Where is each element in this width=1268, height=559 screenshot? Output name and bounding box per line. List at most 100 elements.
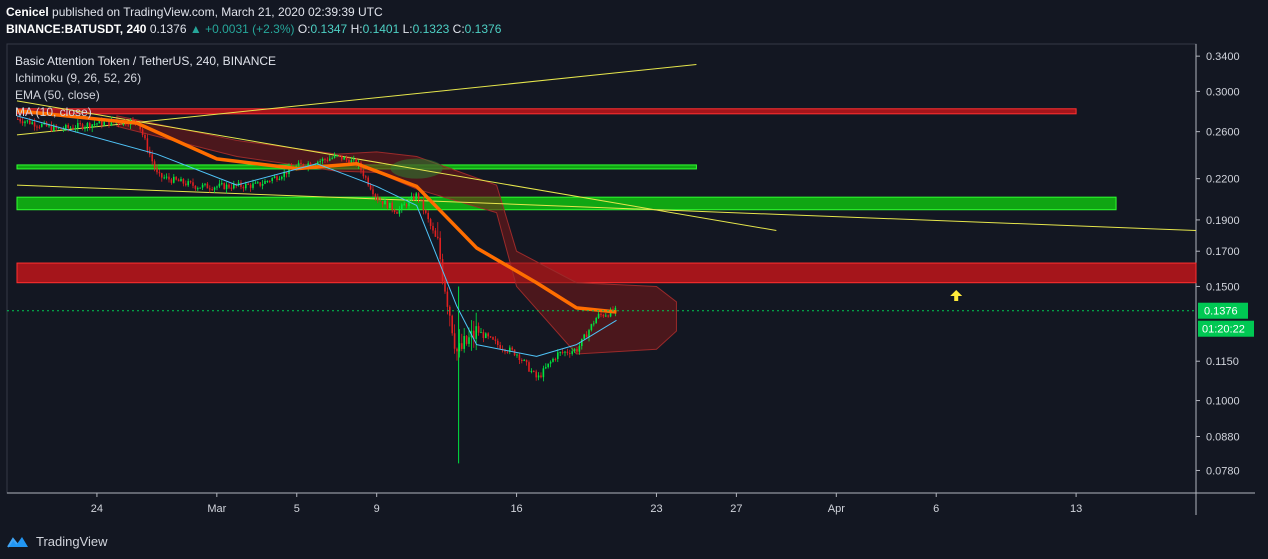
- candle-up: [40, 124, 43, 127]
- countdown-text: 01:20:22: [1202, 324, 1245, 336]
- candle-up: [537, 375, 540, 378]
- candle-down: [194, 185, 197, 189]
- y-tick-label: 0.0780: [1206, 465, 1240, 477]
- candle-up: [388, 202, 391, 209]
- candle-down: [192, 182, 194, 186]
- candle-up: [314, 164, 317, 166]
- published-text: published on TradingView.com, March 21, …: [52, 5, 383, 19]
- candle-up: [588, 330, 590, 338]
- symbol-name[interactable]: BINANCE:BATUSDT, 240: [6, 22, 147, 36]
- candle-down: [412, 196, 415, 200]
- candle-down: [369, 185, 372, 190]
- y-tick-label: 0.2600: [1206, 127, 1240, 139]
- candle-down: [141, 129, 144, 135]
- candle-down: [189, 181, 192, 183]
- candle-up: [252, 183, 254, 188]
- author-name[interactable]: Cenicel: [6, 5, 49, 19]
- candle-down: [158, 172, 161, 174]
- candle-down: [429, 219, 432, 226]
- candle-down: [602, 314, 605, 317]
- tradingview-footer[interactable]: TradingView: [6, 534, 108, 549]
- candle-down: [151, 154, 153, 162]
- legend-ema[interactable]: EMA (50, close): [15, 88, 100, 102]
- candle-down: [230, 187, 233, 189]
- candle-down: [16, 118, 19, 120]
- last-price: 0.1376: [149, 22, 187, 36]
- candle-up: [180, 178, 182, 182]
- low-value: 0.1323: [412, 22, 450, 36]
- candle-up: [549, 361, 552, 364]
- candle-up: [216, 186, 218, 188]
- candle-down: [393, 209, 396, 213]
- candle-down: [208, 188, 211, 190]
- candle-up: [283, 171, 285, 177]
- candle-up: [93, 123, 96, 125]
- candle-up: [408, 199, 410, 207]
- indicator-legend: Basic Attention Token / TetherUS, 240, B…: [15, 53, 276, 121]
- candle-down: [88, 123, 91, 128]
- x-tick-label: 23: [650, 503, 662, 515]
- candle-up: [297, 162, 300, 166]
- candle-down: [38, 126, 41, 128]
- chart-title: Basic Attention Token / TetherUS, 240, B…: [15, 54, 277, 68]
- candle-up: [31, 122, 33, 124]
- candle-down: [362, 170, 365, 177]
- candle-down: [285, 171, 288, 174]
- candle-down: [50, 125, 53, 131]
- candle-down: [139, 124, 141, 130]
- candle-down: [494, 339, 497, 341]
- candle-down: [302, 164, 305, 167]
- candle-up: [571, 351, 573, 354]
- candle-down: [576, 349, 578, 352]
- candle-up: [103, 121, 105, 126]
- candle-down: [72, 127, 74, 129]
- candle-down: [511, 347, 513, 350]
- x-tick-label: 9: [374, 503, 380, 515]
- y-tick-label: 0.3000: [1206, 86, 1240, 98]
- symbol-header: BINANCE:BATUSDT, 240 0.1376 ▲ +0.0031 (+…: [6, 22, 501, 36]
- close-label: C:: [452, 22, 465, 36]
- candle-down: [472, 330, 475, 339]
- legend-ichimoku[interactable]: Ichimoku (9, 26, 52, 26): [15, 71, 142, 85]
- legend-ma[interactable]: MA (10, close): [15, 105, 92, 119]
- candle-down: [240, 182, 242, 187]
- candle-up: [573, 349, 576, 352]
- candle-down: [372, 189, 374, 195]
- y-tick-label: 0.1150: [1206, 356, 1239, 368]
- candle-up: [76, 123, 79, 129]
- candle-up: [321, 158, 324, 161]
- candle-down: [160, 173, 163, 178]
- candle-up: [266, 180, 269, 182]
- publish-header: Cenicel published on TradingView.com, Ma…: [6, 5, 383, 19]
- candle-up: [319, 160, 321, 162]
- candle-up: [556, 352, 559, 359]
- candle-up: [96, 123, 98, 125]
- candle-down: [345, 157, 348, 160]
- candle-down: [132, 119, 134, 121]
- candle-up: [458, 343, 461, 352]
- candle-down: [420, 198, 422, 200]
- x-tick-label: 13: [1070, 503, 1082, 515]
- candle-up: [547, 363, 549, 368]
- candle-up: [271, 178, 273, 181]
- candle-up: [468, 337, 470, 344]
- candle-down: [36, 126, 38, 128]
- candle-up: [225, 184, 228, 190]
- candle-up: [542, 368, 545, 378]
- close-value: 0.1376: [464, 22, 502, 36]
- candle-up: [98, 120, 101, 124]
- candle-down: [489, 336, 492, 338]
- candle-up: [559, 351, 561, 353]
- candle-down: [21, 121, 24, 124]
- candle-up: [273, 176, 276, 179]
- candle-down: [427, 212, 429, 220]
- candle-down: [228, 184, 230, 188]
- candle-up: [91, 124, 93, 128]
- candle-down: [182, 178, 185, 184]
- candle-up: [196, 188, 199, 190]
- candle-down: [535, 371, 537, 378]
- candle-up: [74, 128, 77, 130]
- candle-down: [451, 315, 453, 334]
- x-tick-label: Mar: [207, 503, 226, 515]
